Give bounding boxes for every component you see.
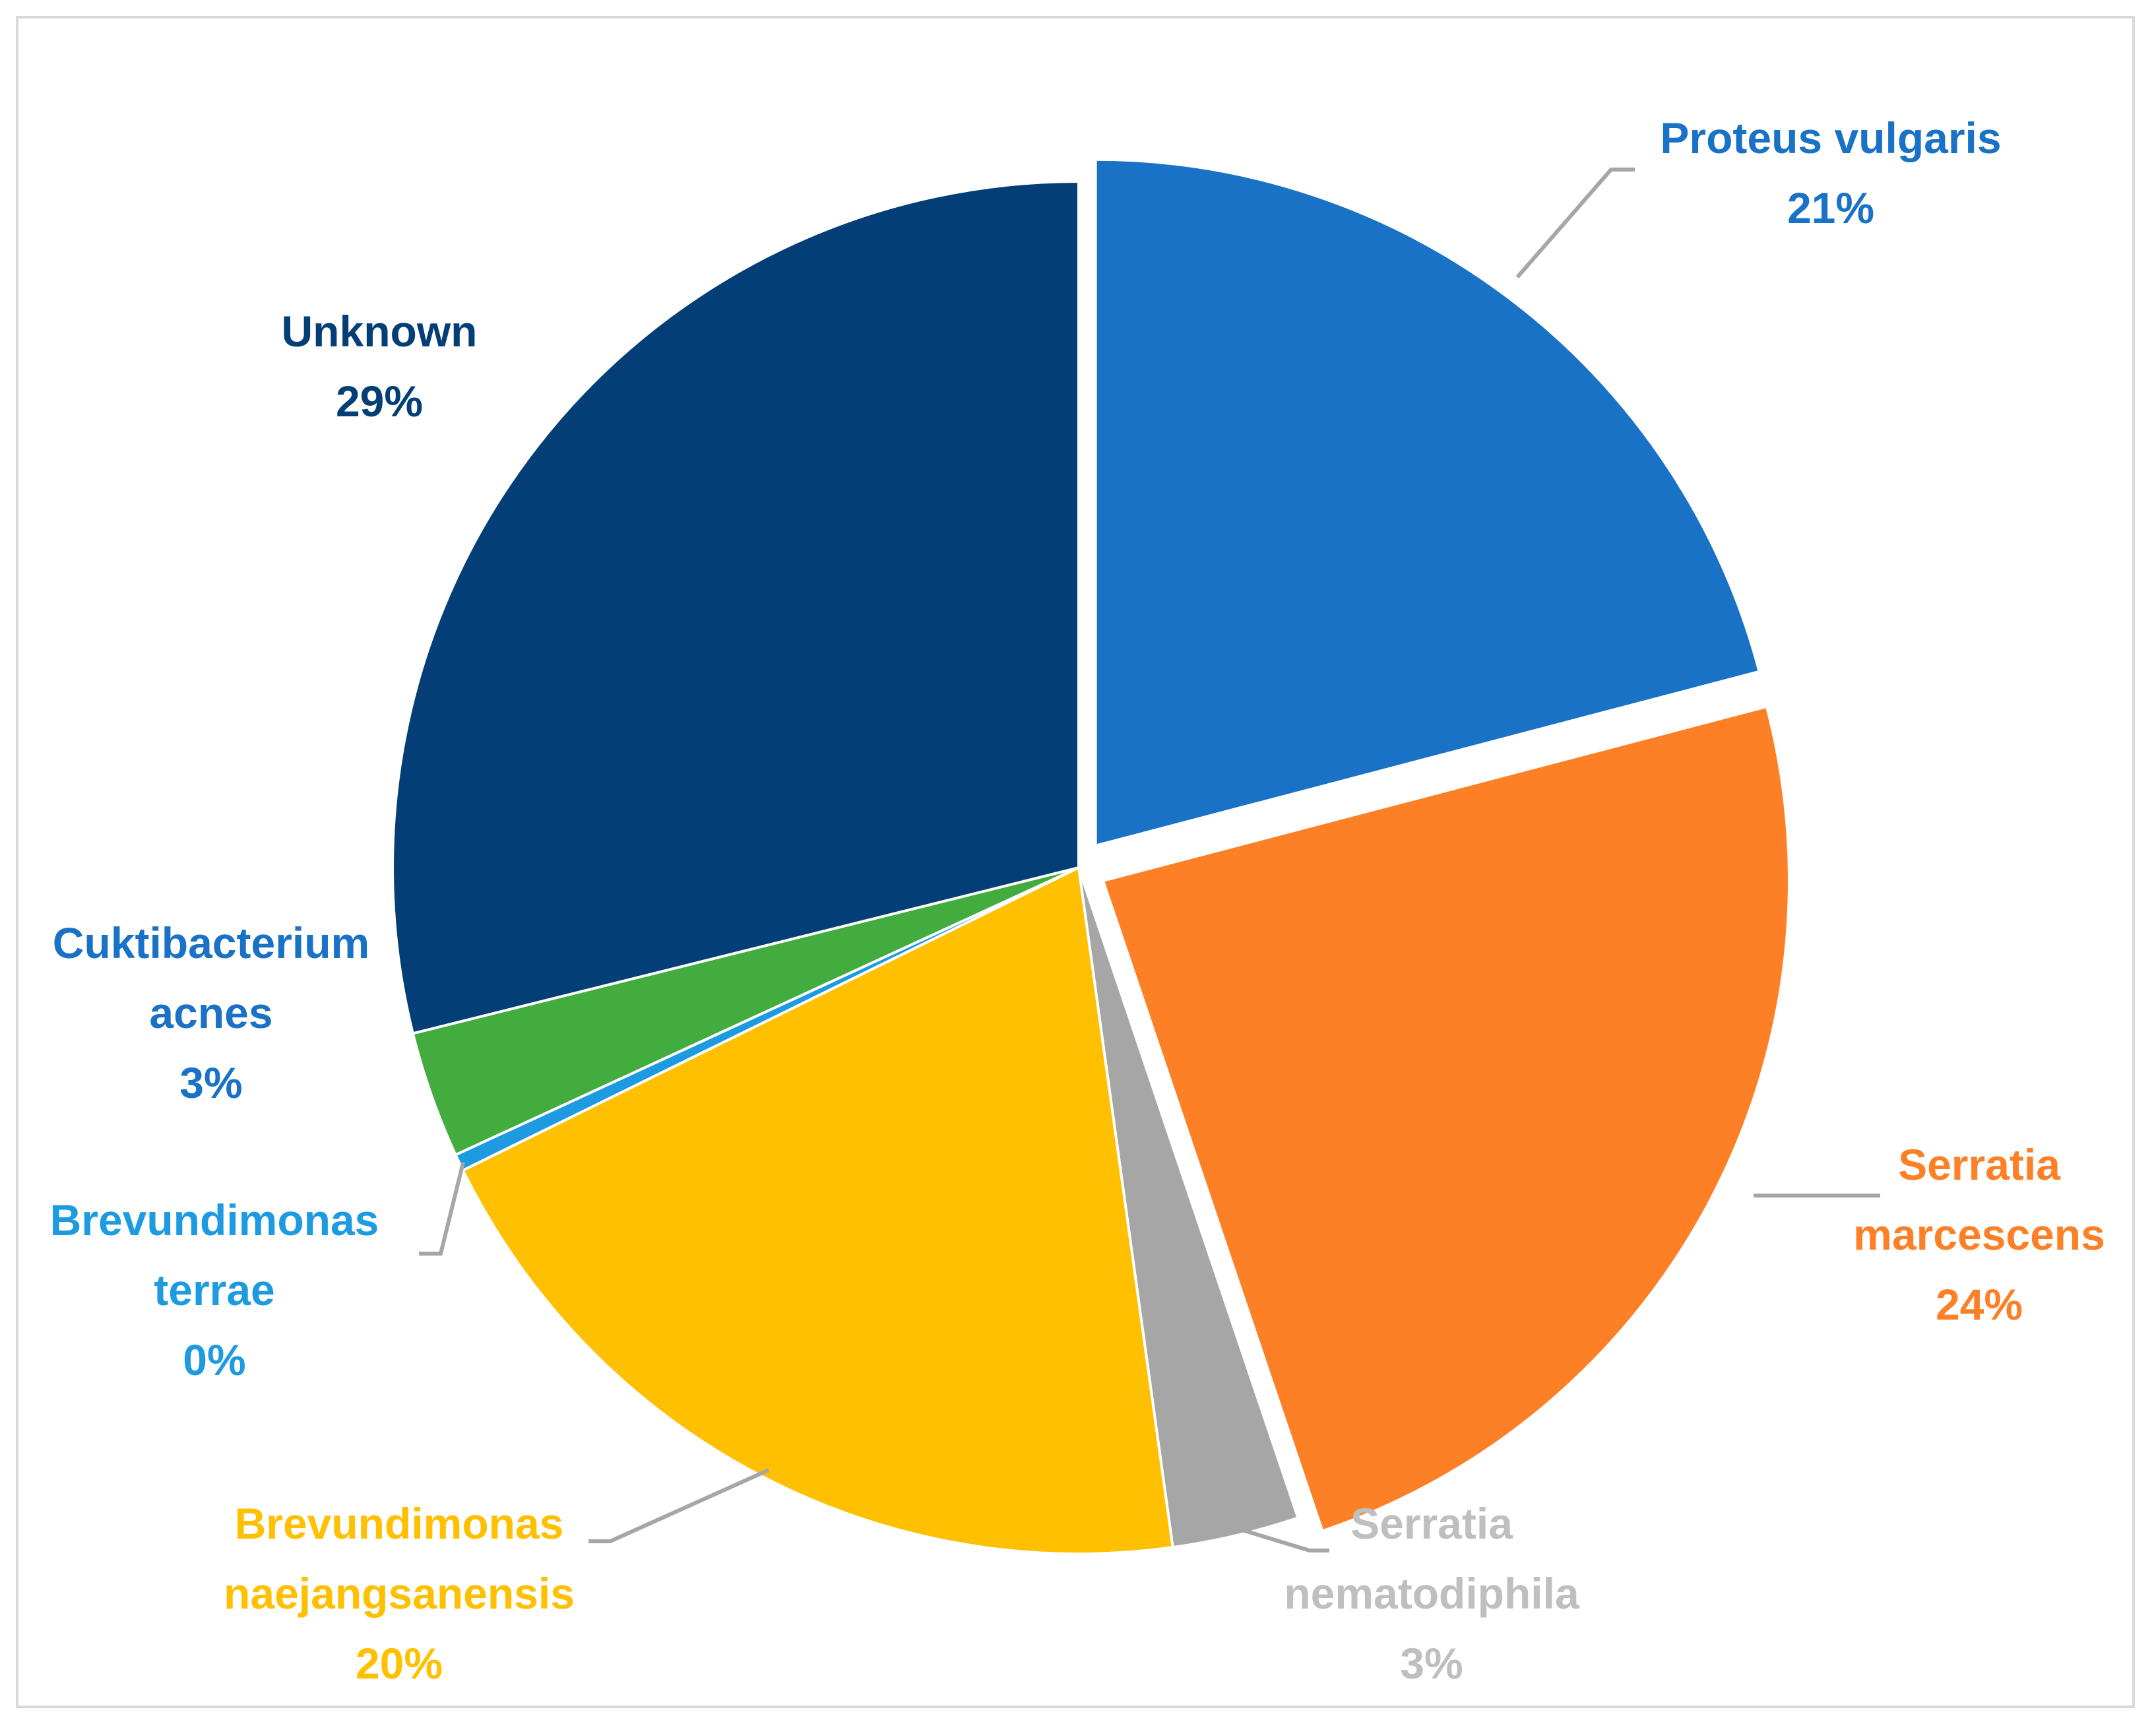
data-label: Cuktibacterium acnes 3%	[53, 918, 369, 1107]
leader-line	[588, 1468, 770, 1543]
data-label-line: naejangsanensis	[224, 1569, 575, 1618]
data-label: Serratia marcescens 24%	[1853, 1140, 2105, 1329]
data-label: Brevundimonas naejangsanensis 20%	[224, 1499, 575, 1688]
leader-line	[419, 1162, 465, 1256]
data-label: Serratia nematodiphila 3%	[1284, 1499, 1580, 1688]
data-label-line: 3%	[1400, 1639, 1463, 1688]
data-label-line: Brevundimonas	[50, 1196, 379, 1244]
data-label-line: Proteus vulgaris	[1660, 113, 2001, 162]
data-label-line: 0%	[183, 1335, 245, 1384]
leader-line	[1515, 168, 1635, 278]
data-label-line: Brevundimonas	[235, 1499, 564, 1548]
data-label-line: Unknown	[282, 307, 478, 356]
data-label-line: 29%	[336, 377, 423, 426]
data-label-line: 3%	[179, 1058, 242, 1107]
data-label: Brevundimonas terrae 0%	[50, 1196, 379, 1384]
pie-slice-unknown	[391, 179, 1080, 1035]
pie-slice-proteus-vulgaris	[1094, 158, 1761, 848]
data-label: Proteus vulgaris 21%	[1660, 113, 2001, 232]
data-label-line: 24%	[1936, 1280, 2023, 1329]
data-label-line: terrae	[154, 1265, 274, 1314]
data-label-line: acnes	[149, 988, 272, 1037]
data-label-line: Cuktibacterium	[53, 918, 369, 967]
data-label: Unknown 29%	[282, 307, 478, 426]
data-label-line: marcescens	[1853, 1210, 2105, 1259]
data-label-line: 20%	[356, 1639, 443, 1688]
data-label-line: Serratia	[1898, 1140, 2061, 1189]
data-label-line: Serratia	[1350, 1499, 1513, 1548]
data-label-line: 21%	[1787, 183, 1874, 232]
leader-line	[1240, 1527, 1329, 1552]
pie-slice-serratia-marcescens	[1101, 705, 1791, 1533]
data-label-line: nematodiphila	[1284, 1569, 1580, 1618]
